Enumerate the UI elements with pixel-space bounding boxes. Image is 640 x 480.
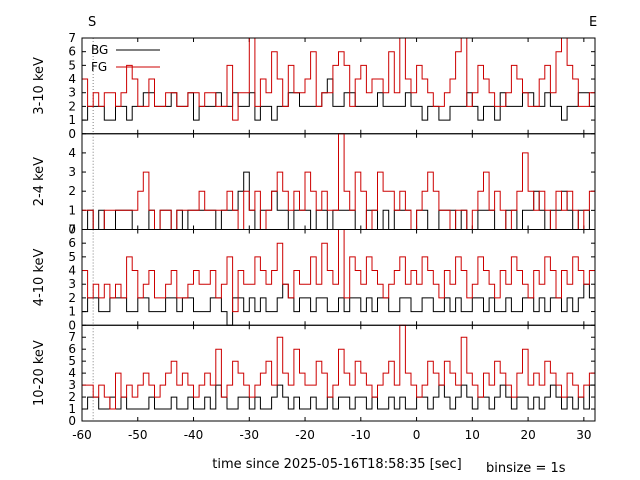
series-fg-line: [82, 229, 595, 313]
y-tick-label: 5: [68, 58, 76, 72]
y-tick-label: 2: [68, 184, 76, 198]
y-tick-label: 4: [68, 72, 76, 86]
y-tick-label: 4: [68, 146, 76, 160]
y-tick-label: 3: [68, 165, 76, 179]
x-tick-label: 30: [576, 428, 591, 442]
x-tick-label: 0: [413, 428, 421, 442]
y-tick-label: 0: [68, 414, 76, 428]
x-tick-label: -40: [184, 428, 204, 442]
x-axis-title: time since 2025-05-16T18:58:35 [sec]: [212, 457, 461, 472]
y-tick-label: 3: [68, 86, 76, 100]
y-axis-title: 3-10 keV: [32, 57, 47, 115]
x-tick-label: -50: [128, 428, 148, 442]
x-tick-label: 10: [465, 428, 480, 442]
y-tick-label: 5: [68, 354, 76, 368]
y-tick-label: 6: [68, 342, 76, 356]
y-tick-label: 6: [68, 236, 76, 250]
x-tick-label: -20: [295, 428, 315, 442]
x-tick-label: -10: [351, 428, 371, 442]
y-tick-label: 1: [68, 402, 76, 416]
binsize-label: binsize = 1s: [486, 461, 566, 476]
y-tick-label: 0: [68, 127, 76, 141]
y-tick-label: 6: [68, 45, 76, 59]
x-tick-label: -60: [72, 428, 92, 442]
legend-label: FG: [91, 60, 107, 74]
y-tick-label: 5: [68, 250, 76, 264]
series-fg-line: [82, 324, 595, 410]
x-tick-label: -30: [239, 428, 259, 442]
y-tick-label: 1: [68, 305, 76, 319]
y-tick-label: 0: [68, 223, 76, 237]
y-tick-label: 4: [68, 264, 76, 278]
y-tick-label: 7: [68, 223, 76, 237]
y-tick-label: 2: [68, 390, 76, 404]
y-tick-label: 3: [68, 277, 76, 291]
y-tick-label: 2: [68, 99, 76, 113]
corner-label-right: E: [589, 15, 597, 30]
y-axis-title: 4-10 keV: [32, 248, 47, 306]
panel-2: 0 1 2 3 4 2-4 keV: [32, 133, 596, 237]
legend: BG FG: [91, 43, 160, 74]
series-bg-line: [82, 384, 595, 410]
y-axis-title: 10-20 keV: [32, 340, 47, 406]
legend-label: BG: [91, 43, 108, 57]
y-axis-title: 2-4 keV: [32, 157, 47, 206]
corner-label-left: S: [88, 15, 96, 30]
y-tick-label: 7: [68, 330, 76, 344]
series-fg-line: [82, 37, 595, 121]
series-bg-line: [82, 283, 595, 326]
y-tick-label: 1: [68, 113, 76, 127]
y-tick-label: 0: [68, 318, 76, 332]
y-tick-label: 7: [68, 31, 76, 45]
series-bg-line: [82, 78, 595, 121]
y-tick-label: 1: [68, 203, 76, 217]
y-tick-label: 2: [68, 291, 76, 305]
series-fg-line: [82, 133, 595, 230]
x-tick-label: 20: [520, 428, 535, 442]
panel-frame: [81, 324, 596, 422]
y-tick-label: 3: [68, 378, 76, 392]
y-tick-label: 4: [68, 366, 76, 380]
